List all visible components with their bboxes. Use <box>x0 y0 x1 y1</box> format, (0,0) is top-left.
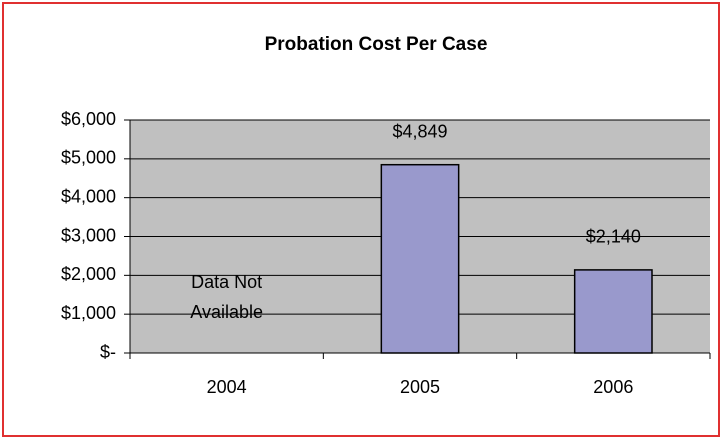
x-tick-label: 2006 <box>593 377 633 397</box>
annotation: Available <box>190 302 263 322</box>
y-tick-label: $3,000 <box>61 225 116 245</box>
y-tick-label: $6,000 <box>61 109 116 129</box>
chart-title: Probation Cost Per Case <box>265 34 488 55</box>
y-tick-label: $5,000 <box>61 148 116 168</box>
x-tick-label: 2004 <box>207 377 247 397</box>
y-tick-label: $1,000 <box>61 303 116 323</box>
x-tick-label: 2005 <box>400 377 440 397</box>
value-label: $2,140 <box>586 227 641 247</box>
annotation: Data Not <box>191 272 262 292</box>
bar <box>380 163 460 354</box>
y-tick-label: $2,000 <box>61 264 116 284</box>
value-label: $4,849 <box>392 121 447 141</box>
bar <box>573 269 653 354</box>
y-tick-label: $4,000 <box>61 186 116 206</box>
y-tick-label: $- <box>100 342 116 362</box>
